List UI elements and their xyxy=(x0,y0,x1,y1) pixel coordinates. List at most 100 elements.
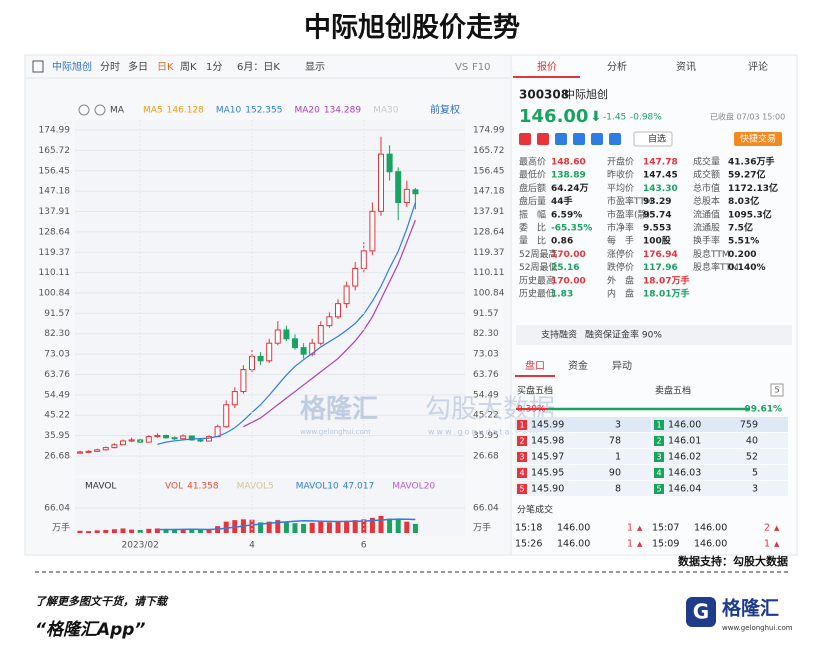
stat-label: 涨停价 xyxy=(607,248,634,260)
action-icon[interactable] xyxy=(591,133,603,145)
y-tick-label-right: 35.95 xyxy=(473,431,499,441)
close-icon[interactable] xyxy=(94,104,106,116)
candle-body xyxy=(128,439,135,442)
f10-button[interactable]: F10 xyxy=(472,62,490,73)
stat-value: 170.00 xyxy=(551,276,586,286)
tick-volume: 1 xyxy=(627,523,633,534)
trade-button[interactable] xyxy=(734,132,782,146)
volume-legend-name: VOL xyxy=(165,482,183,492)
layout-icon[interactable] xyxy=(32,60,44,73)
adjust-label[interactable]: 前复权 xyxy=(430,103,460,116)
y-tick-label: 165.72 xyxy=(39,146,71,156)
level-number: 1 xyxy=(656,421,661,430)
depth-volume: 1 xyxy=(615,452,621,463)
toolbar-item[interactable]: 周K xyxy=(180,61,197,73)
stat-value: 64.24万 xyxy=(551,183,588,194)
depth-tab[interactable]: 异动 xyxy=(612,360,632,372)
y-tick-label: 174.99 xyxy=(39,126,71,136)
y-tick-label-right: 156.45 xyxy=(473,166,505,176)
stat-label: 52周最高 xyxy=(519,248,557,260)
y-tick-label: 35.95 xyxy=(44,431,70,441)
depth-price: 145.97 xyxy=(531,452,564,463)
depth-row xyxy=(515,449,651,464)
candle-body xyxy=(266,342,273,362)
volume-bar xyxy=(197,529,203,533)
y-tick-label: 128.64 xyxy=(39,227,71,237)
toolbar-item[interactable]: 6月：日K xyxy=(237,61,280,73)
settings-icon[interactable] xyxy=(78,104,90,116)
depth-price: 146.01 xyxy=(668,436,701,447)
stat-value: 93.29 xyxy=(643,197,671,207)
candle-body xyxy=(77,451,83,454)
price-change: -1.45 xyxy=(603,113,626,123)
candle-body xyxy=(257,355,264,362)
footer-app: “格隆汇App” xyxy=(35,620,145,640)
mavol-line xyxy=(157,518,416,531)
action-icon[interactable] xyxy=(519,133,531,145)
depth-row xyxy=(515,433,651,448)
depth-volume: 78 xyxy=(609,436,621,447)
volume-bar xyxy=(103,529,109,533)
stat-label: 市净率 xyxy=(607,222,634,234)
depth-price: 146.04 xyxy=(668,484,701,495)
volume-bar xyxy=(249,519,255,533)
stat-label: 流通值 xyxy=(693,208,720,220)
volume-bar xyxy=(292,523,298,533)
candle-body xyxy=(94,449,101,452)
depth-price: 145.98 xyxy=(531,436,564,447)
volume-legend-value: 47.017 xyxy=(343,482,375,492)
price-arrow: ⬇ xyxy=(590,109,602,125)
stat-value: 9.553 xyxy=(643,224,671,234)
ma-line xyxy=(157,202,416,445)
volume-bar xyxy=(120,528,126,533)
volume-bar xyxy=(301,523,307,533)
candle-body xyxy=(395,171,402,204)
action-icon[interactable] xyxy=(609,133,621,145)
quote-tab[interactable]: 评论 xyxy=(748,60,768,73)
action-icon[interactable] xyxy=(555,133,567,145)
level-number: 3 xyxy=(519,453,524,462)
price-pct: -0.98% xyxy=(630,113,662,123)
depth-price: 146.03 xyxy=(668,468,701,479)
depth-tab[interactable]: 盘口 xyxy=(525,359,545,372)
legend-name: MA20 xyxy=(294,106,320,116)
stat-value: 6.59% xyxy=(551,210,582,220)
toolbar-item[interactable]: 多日 xyxy=(128,60,148,73)
x-tick-label: 4 xyxy=(249,541,255,551)
stat-label: 市盈率TTM xyxy=(607,195,653,207)
toolbar-item[interactable]: 1分 xyxy=(206,61,222,73)
volume-bar xyxy=(258,522,264,533)
action-icon[interactable] xyxy=(573,133,585,145)
volume-bar xyxy=(283,522,289,533)
quote-tab[interactable]: 资讯 xyxy=(676,61,696,73)
volume-legend-name: MAVOL10 xyxy=(296,482,339,492)
ma-label: MA xyxy=(110,106,125,116)
candle-body xyxy=(240,369,247,393)
candle-body xyxy=(352,267,359,287)
stat-label: 最高价 xyxy=(519,156,546,168)
level-badge xyxy=(654,452,664,462)
level-badge xyxy=(654,436,664,446)
stat-value: 1172.13亿 xyxy=(728,182,778,194)
candle-body xyxy=(171,437,178,440)
stat-label: 昨收价 xyxy=(607,169,634,181)
vs-button[interactable]: VS xyxy=(455,62,468,73)
legend-value: 134.289 xyxy=(324,106,361,116)
candle-body xyxy=(369,210,376,252)
stat-value: 0.140% xyxy=(728,263,766,273)
y-tick-label-right: 100.84 xyxy=(473,288,505,298)
stat-label: 内 盘 xyxy=(607,288,634,300)
volume-bar xyxy=(275,520,281,533)
quote-tab[interactable]: 报价 xyxy=(537,60,557,73)
level-number: 2 xyxy=(519,437,524,446)
toolbar-item[interactable]: 分时 xyxy=(100,61,120,73)
toolbar-item[interactable]: 显示 xyxy=(305,61,325,73)
quote-tab[interactable]: 分析 xyxy=(607,60,627,73)
level-badge xyxy=(654,484,664,494)
watch-button[interactable] xyxy=(633,131,673,147)
action-icon[interactable] xyxy=(537,133,549,145)
tick-price: 146.00 xyxy=(557,523,590,534)
toolbar-item[interactable]: 日K xyxy=(157,62,174,73)
stat-value: -65.35% xyxy=(551,224,592,234)
depth-tab[interactable]: 资金 xyxy=(568,359,588,372)
